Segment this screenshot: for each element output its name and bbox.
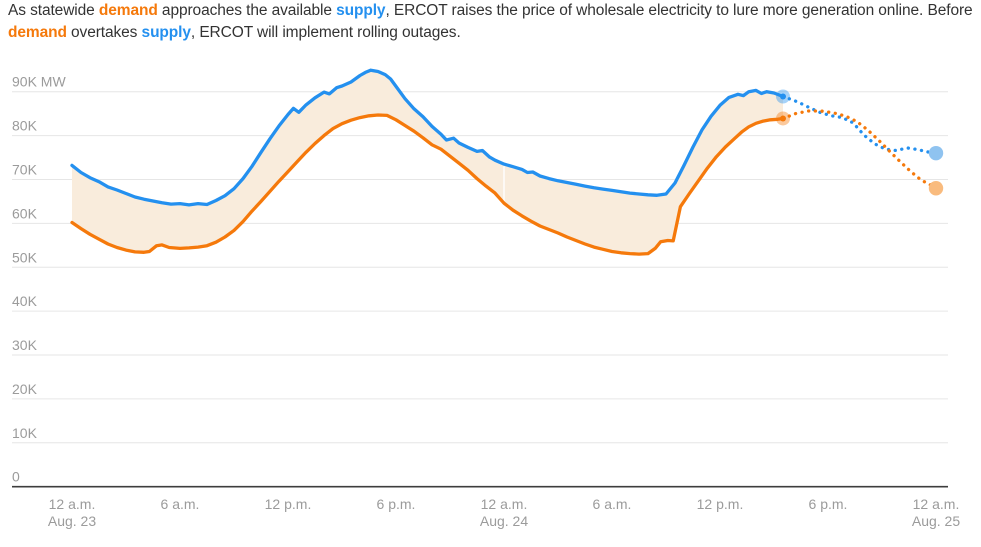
demand-current-dot [780,115,786,122]
x-axis-label-h24: 12 a.m. [481,496,528,512]
y-axis-label-20: 20K [12,381,38,397]
y-axis-label-80: 80K [12,118,38,134]
x-axis-label-h18: 6 p.m. [377,496,416,512]
supply-keyword: supply [336,2,386,19]
x-axis-label-h12: 12 p.m. [265,496,312,512]
y-axis-label-30: 30K [12,337,38,353]
x-axis-label-h0: 12 a.m. [49,496,96,512]
demand-forecast-end-dot [928,181,944,196]
y-axis-label-60: 60K [12,205,38,221]
x-axis-date-label-h24: Aug. 24 [480,513,528,529]
x-axis-date-label-h48: Aug. 25 [912,513,960,529]
supply-keyword: supply [141,24,191,41]
intro-text-segment: overtakes [66,24,142,41]
x-axis-label-h6: 6 a.m. [161,496,200,512]
supply-forecast-end-dot [928,145,944,161]
x-axis-label-h42: 6 p.m. [809,496,848,512]
demand-line [70,113,785,256]
intro-text-segment: As statewide [8,2,99,19]
supply-forecast-line [781,94,938,155]
y-axis-label-0: 0 [12,469,20,485]
x-axis-label-h36: 12 p.m. [697,496,744,512]
demand-keyword: demand [8,24,67,41]
intro-text-segment: , ERCOT raises the price of wholesale el… [385,2,973,19]
y-axis-label-70: 70K [12,161,38,177]
demand-keyword: demand [98,2,158,19]
supply-current-dot [780,93,786,100]
y-axis-label-10: 10K [12,425,38,441]
supply-line [70,68,785,207]
x-axis-date-label-h0: Aug. 23 [48,513,96,529]
y-axis-label-40: 40K [12,293,38,309]
intro-text-segment: approaches the available [157,2,337,19]
chart-intro-text: As statewide demand approaches the avail… [8,0,974,44]
supply-demand-band [72,70,783,255]
intro-text-segment: , ERCOT will implement rolling outages. [190,24,461,41]
y-axis-label-90: 90K MW [12,74,66,90]
y-axis-label-50: 50K [12,249,38,265]
x-axis-label-h48: 12 a.m. [913,496,960,512]
demand-forecast-line [781,109,938,190]
x-axis-label-h30: 6 a.m. [593,496,632,512]
